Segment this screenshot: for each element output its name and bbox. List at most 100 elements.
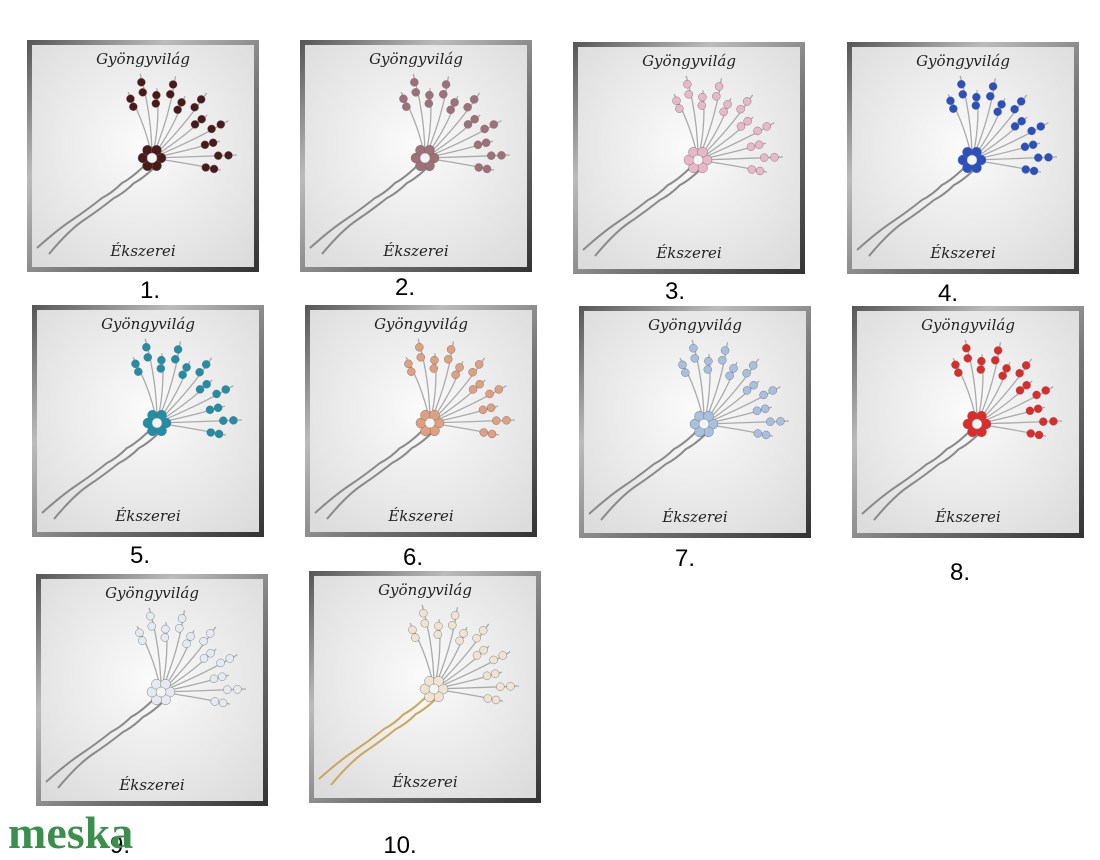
center-bead — [147, 425, 158, 436]
brand-bottom: Ékszerei — [655, 244, 722, 262]
center-bead — [976, 411, 987, 422]
pin-leg — [321, 162, 433, 255]
bead — [1015, 369, 1024, 378]
bead — [479, 646, 488, 655]
bead — [957, 80, 966, 89]
bead — [433, 630, 443, 639]
bead — [135, 628, 144, 637]
brand-top: Gyöngyvilág — [642, 52, 736, 70]
bead — [408, 625, 417, 634]
center-bead — [424, 145, 435, 156]
bead — [486, 403, 496, 412]
bead — [768, 386, 777, 395]
center-bead — [698, 418, 710, 430]
bead — [143, 353, 152, 362]
bead — [714, 82, 724, 91]
bead — [762, 122, 771, 131]
bead — [704, 356, 713, 366]
bead — [182, 639, 191, 648]
bead — [186, 632, 195, 641]
center-bead — [419, 152, 431, 164]
bead — [971, 101, 981, 110]
center-bead — [424, 417, 436, 429]
pin-leg — [36, 162, 148, 249]
bead — [214, 151, 223, 160]
bead — [498, 651, 507, 660]
bead — [988, 82, 998, 91]
bead — [723, 100, 732, 109]
center-bead — [694, 426, 705, 437]
bead — [196, 95, 206, 104]
bead — [487, 151, 496, 160]
bead — [1010, 105, 1019, 114]
bead — [755, 166, 765, 176]
center-bead — [151, 145, 162, 156]
brand-bottom: Ékszerei — [391, 773, 458, 791]
bead — [424, 99, 434, 108]
center-bead — [424, 691, 435, 702]
product-tile: Gyöngyvilág Ékszerei — [309, 571, 541, 803]
bead — [182, 363, 191, 372]
bead — [201, 360, 211, 369]
bead — [205, 629, 215, 638]
center-bead — [146, 152, 158, 164]
bead — [205, 405, 215, 414]
bead — [759, 390, 768, 400]
bead — [672, 96, 681, 105]
bead — [993, 107, 1002, 116]
bead — [720, 346, 730, 355]
item-number: 7. — [675, 545, 695, 572]
bead — [224, 151, 233, 160]
bead — [450, 98, 459, 107]
bead — [202, 380, 211, 389]
bead — [152, 90, 161, 100]
bead — [482, 671, 492, 680]
bead — [478, 626, 488, 635]
bead — [213, 403, 223, 412]
bead — [441, 80, 451, 89]
bead — [206, 649, 215, 658]
bead — [209, 674, 219, 683]
pin-leg — [309, 162, 421, 249]
center-bead — [697, 147, 708, 158]
product-tile: Gyöngyvilág Ékszerei — [27, 40, 259, 272]
bead — [410, 78, 419, 87]
bead — [168, 80, 178, 89]
bead — [166, 90, 175, 99]
bead — [1032, 390, 1041, 400]
bead — [404, 359, 413, 368]
pin-leg — [318, 693, 430, 780]
brand-top: Gyöngyvilág — [648, 316, 742, 334]
bead — [497, 151, 506, 160]
bead — [468, 368, 477, 377]
bead — [697, 101, 707, 110]
bead — [217, 672, 227, 681]
bead — [455, 363, 464, 372]
bead — [195, 385, 205, 394]
bead — [411, 633, 420, 642]
product-tile: Gyöngyvilág Ékszerei — [573, 42, 805, 274]
bead — [689, 344, 698, 353]
bead — [451, 370, 460, 379]
item-number: 6. — [403, 544, 423, 571]
bead — [1034, 153, 1043, 162]
item-number: 10. — [383, 832, 416, 859]
bead — [1025, 406, 1035, 415]
bead — [747, 165, 756, 174]
bead — [770, 153, 779, 162]
center-bead — [160, 679, 171, 690]
bead — [173, 105, 182, 114]
center-bead — [429, 410, 440, 421]
bead — [683, 80, 692, 89]
item-number: 8. — [950, 559, 970, 586]
bead — [402, 102, 411, 111]
bead — [485, 389, 494, 399]
bead — [736, 105, 745, 114]
center-bead — [415, 160, 426, 171]
bead — [177, 614, 187, 623]
center-bead — [688, 162, 699, 173]
bead — [157, 355, 166, 365]
bead — [1020, 142, 1030, 151]
brand-bottom: Ékszerei — [118, 776, 185, 794]
bead — [1039, 417, 1048, 426]
